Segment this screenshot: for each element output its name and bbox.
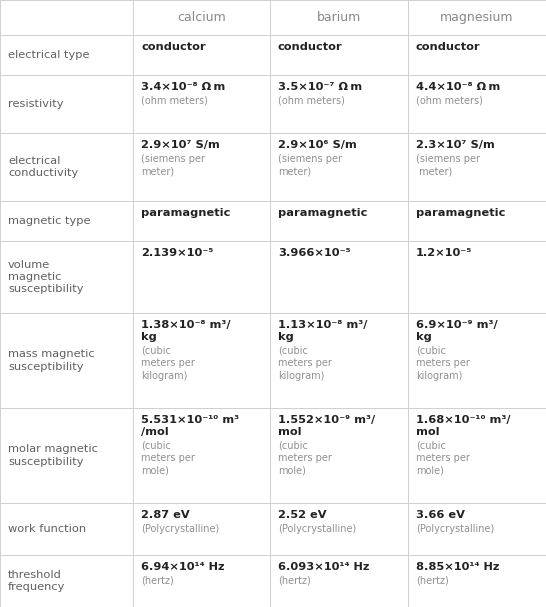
Bar — [133, 408, 270, 503]
Text: 2.139×10⁻⁵: 2.139×10⁻⁵ — [141, 248, 213, 258]
Bar — [270, 201, 408, 241]
Text: paramagnetic: paramagnetic — [416, 208, 506, 218]
Text: (hertz): (hertz) — [278, 576, 311, 586]
Bar — [0, 0, 133, 35]
Bar — [408, 503, 546, 555]
Text: (ohm meters): (ohm meters) — [416, 96, 483, 106]
Text: mass magnetic
susceptibility: mass magnetic susceptibility — [8, 349, 94, 371]
Bar — [133, 35, 270, 75]
Text: (hertz): (hertz) — [141, 576, 174, 586]
Text: work function: work function — [8, 524, 86, 534]
Text: threshold
frequency: threshold frequency — [8, 570, 66, 592]
Text: 3.66 eV: 3.66 eV — [416, 510, 465, 520]
Text: volume
magnetic
susceptibility: volume magnetic susceptibility — [8, 260, 84, 294]
Text: (Polycrystalline): (Polycrystalline) — [278, 524, 356, 534]
Text: molar magnetic
susceptibility: molar magnetic susceptibility — [8, 444, 98, 467]
Text: 6.093×10¹⁴ Hz: 6.093×10¹⁴ Hz — [278, 562, 370, 572]
Text: (Polycrystalline): (Polycrystalline) — [416, 524, 494, 534]
Text: 4.4×10⁻⁸ Ω m: 4.4×10⁻⁸ Ω m — [416, 82, 500, 92]
Text: (Polycrystalline): (Polycrystalline) — [141, 524, 219, 534]
Text: paramagnetic: paramagnetic — [141, 208, 230, 218]
Text: 1.2×10⁻⁵: 1.2×10⁻⁵ — [416, 248, 472, 258]
Bar — [133, 313, 270, 408]
Text: electrical
conductivity: electrical conductivity — [8, 156, 78, 178]
Text: (cubic
meters per
kilogram): (cubic meters per kilogram) — [278, 346, 332, 381]
Text: (cubic
meters per
mole): (cubic meters per mole) — [416, 441, 470, 475]
Bar — [133, 241, 270, 313]
Bar — [270, 0, 408, 35]
Text: 6.94×10¹⁴ Hz: 6.94×10¹⁴ Hz — [141, 562, 224, 572]
Bar — [133, 133, 270, 201]
Text: paramagnetic: paramagnetic — [278, 208, 367, 218]
Bar — [133, 503, 270, 555]
Bar — [408, 0, 546, 35]
Bar — [270, 75, 408, 133]
Text: barium: barium — [317, 11, 361, 24]
Bar — [408, 75, 546, 133]
Bar — [0, 35, 133, 75]
Bar — [270, 313, 408, 408]
Bar — [408, 241, 546, 313]
Text: conductor: conductor — [278, 42, 343, 52]
Text: calcium: calcium — [177, 11, 226, 24]
Bar — [0, 201, 133, 241]
Text: 3.4×10⁻⁸ Ω m: 3.4×10⁻⁸ Ω m — [141, 82, 225, 92]
Bar — [0, 241, 133, 313]
Text: (siemens per
meter): (siemens per meter) — [278, 154, 342, 176]
Bar — [270, 133, 408, 201]
Bar — [0, 133, 133, 201]
Text: 1.13×10⁻⁸ m³/
kg: 1.13×10⁻⁸ m³/ kg — [278, 320, 367, 342]
Bar — [0, 75, 133, 133]
Bar — [133, 75, 270, 133]
Bar — [408, 408, 546, 503]
Text: 8.85×10¹⁴ Hz: 8.85×10¹⁴ Hz — [416, 562, 500, 572]
Text: resistivity: resistivity — [8, 99, 63, 109]
Text: 2.3×10⁷ S/m: 2.3×10⁷ S/m — [416, 140, 495, 150]
Text: (cubic
meters per
kilogram): (cubic meters per kilogram) — [141, 346, 195, 381]
Text: conductor: conductor — [141, 42, 206, 52]
Bar — [270, 35, 408, 75]
Text: 2.9×10⁷ S/m: 2.9×10⁷ S/m — [141, 140, 219, 150]
Bar — [270, 241, 408, 313]
Text: 2.87 eV: 2.87 eV — [141, 510, 189, 520]
Bar — [408, 201, 546, 241]
Bar — [270, 555, 408, 607]
Bar — [408, 133, 546, 201]
Bar — [408, 313, 546, 408]
Text: 2.52 eV: 2.52 eV — [278, 510, 327, 520]
Text: 5.531×10⁻¹⁰ m³
/mol: 5.531×10⁻¹⁰ m³ /mol — [141, 415, 239, 438]
Text: (siemens per
 meter): (siemens per meter) — [416, 154, 480, 176]
Bar — [408, 35, 546, 75]
Text: (siemens per
meter): (siemens per meter) — [141, 154, 205, 176]
Text: electrical type: electrical type — [8, 50, 90, 60]
Bar — [408, 555, 546, 607]
Text: 3.5×10⁻⁷ Ω m: 3.5×10⁻⁷ Ω m — [278, 82, 362, 92]
Text: 3.966×10⁻⁵: 3.966×10⁻⁵ — [278, 248, 351, 258]
Text: (ohm meters): (ohm meters) — [278, 96, 345, 106]
Bar — [0, 313, 133, 408]
Bar — [133, 201, 270, 241]
Text: (cubic
meters per
mole): (cubic meters per mole) — [278, 441, 332, 475]
Bar — [0, 555, 133, 607]
Text: 6.9×10⁻⁹ m³/
kg: 6.9×10⁻⁹ m³/ kg — [416, 320, 497, 342]
Bar — [0, 408, 133, 503]
Bar — [270, 408, 408, 503]
Text: magnesium: magnesium — [440, 11, 514, 24]
Text: 1.68×10⁻¹⁰ m³/
mol: 1.68×10⁻¹⁰ m³/ mol — [416, 415, 511, 438]
Text: conductor: conductor — [416, 42, 480, 52]
Text: 1.552×10⁻⁹ m³/
mol: 1.552×10⁻⁹ m³/ mol — [278, 415, 375, 438]
Text: (hertz): (hertz) — [416, 576, 449, 586]
Bar — [133, 555, 270, 607]
Bar — [270, 503, 408, 555]
Bar — [0, 503, 133, 555]
Text: 2.9×10⁶ S/m: 2.9×10⁶ S/m — [278, 140, 357, 150]
Text: (cubic
meters per
kilogram): (cubic meters per kilogram) — [416, 346, 470, 381]
Text: magnetic type: magnetic type — [8, 216, 91, 226]
Text: 1.38×10⁻⁸ m³/
kg: 1.38×10⁻⁸ m³/ kg — [141, 320, 230, 342]
Text: (ohm meters): (ohm meters) — [141, 96, 208, 106]
Bar — [133, 0, 270, 35]
Text: (cubic
meters per
mole): (cubic meters per mole) — [141, 441, 195, 475]
